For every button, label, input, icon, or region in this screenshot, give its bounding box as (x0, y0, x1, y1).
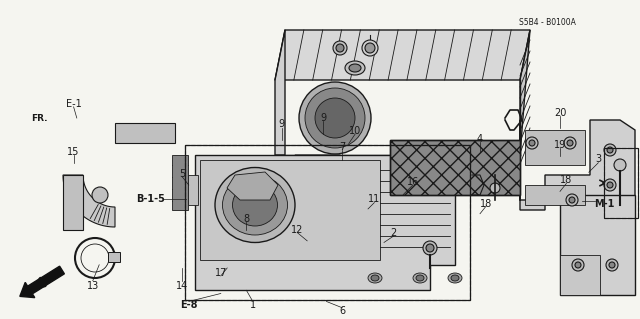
Text: 14: 14 (176, 280, 189, 291)
Text: 18: 18 (560, 175, 573, 185)
Circle shape (607, 182, 613, 188)
Ellipse shape (448, 273, 462, 283)
Bar (185, 145, 470, 300)
Text: 1: 1 (250, 300, 256, 310)
Circle shape (490, 183, 500, 193)
Polygon shape (295, 155, 355, 200)
Text: 15: 15 (67, 146, 80, 157)
Bar (390, 140, 520, 195)
Text: 6: 6 (339, 306, 346, 316)
Ellipse shape (232, 184, 278, 226)
Circle shape (423, 241, 437, 255)
Circle shape (604, 144, 616, 156)
Bar (188, 175, 198, 205)
Circle shape (526, 137, 538, 149)
Ellipse shape (345, 61, 365, 75)
Circle shape (336, 44, 344, 52)
Circle shape (333, 41, 347, 55)
Text: 10: 10 (349, 126, 362, 136)
Ellipse shape (299, 82, 371, 154)
Ellipse shape (349, 64, 361, 72)
Polygon shape (115, 123, 175, 143)
Ellipse shape (451, 275, 459, 281)
Text: 12: 12 (291, 225, 304, 235)
Ellipse shape (223, 175, 287, 235)
Text: E-1: E-1 (66, 99, 81, 109)
Text: 9: 9 (278, 119, 285, 130)
Text: 17: 17 (214, 268, 227, 278)
Text: 13: 13 (86, 280, 99, 291)
Text: 11: 11 (368, 194, 381, 204)
Text: M-1: M-1 (595, 199, 615, 209)
Circle shape (362, 40, 378, 56)
Text: B-1-5: B-1-5 (136, 194, 165, 204)
Circle shape (575, 262, 581, 268)
Polygon shape (275, 30, 285, 155)
Circle shape (604, 179, 616, 191)
Polygon shape (560, 195, 635, 295)
Circle shape (606, 259, 618, 271)
Ellipse shape (371, 275, 379, 281)
Text: 20: 20 (554, 108, 566, 118)
Polygon shape (200, 160, 380, 260)
Text: 16: 16 (406, 177, 419, 187)
Text: 9: 9 (320, 113, 326, 123)
Polygon shape (63, 175, 115, 227)
Text: 19: 19 (554, 140, 566, 150)
Polygon shape (520, 30, 530, 155)
Circle shape (567, 140, 573, 146)
Circle shape (564, 137, 576, 149)
Text: S5B4 - B0100A: S5B4 - B0100A (519, 18, 575, 27)
Bar (390, 140, 520, 195)
Circle shape (607, 147, 613, 153)
Text: 8: 8 (243, 213, 250, 224)
Polygon shape (195, 155, 455, 290)
Circle shape (529, 140, 535, 146)
Text: E-8: E-8 (180, 300, 198, 310)
Bar (108, 252, 120, 262)
Polygon shape (525, 130, 585, 165)
Circle shape (614, 159, 626, 171)
Circle shape (566, 194, 578, 206)
Text: 4: 4 (477, 134, 483, 144)
Text: 7: 7 (339, 142, 346, 152)
Polygon shape (275, 30, 530, 80)
Polygon shape (560, 255, 600, 295)
Polygon shape (227, 172, 278, 200)
Circle shape (609, 262, 615, 268)
Circle shape (365, 43, 375, 53)
Circle shape (426, 244, 434, 252)
FancyArrow shape (20, 266, 65, 298)
Text: 5: 5 (179, 169, 186, 179)
Polygon shape (63, 175, 83, 230)
Ellipse shape (315, 98, 355, 138)
Text: 18: 18 (480, 199, 493, 209)
Ellipse shape (368, 273, 382, 283)
Text: 2: 2 (390, 228, 397, 238)
Polygon shape (520, 120, 635, 230)
Bar (604, 148, 638, 218)
Ellipse shape (305, 88, 365, 148)
Polygon shape (525, 185, 585, 205)
Circle shape (92, 187, 108, 203)
Ellipse shape (413, 273, 427, 283)
Text: 3: 3 (595, 154, 602, 165)
Circle shape (569, 197, 575, 203)
Bar (172, 155, 188, 210)
Ellipse shape (215, 167, 295, 242)
Text: FR.: FR. (31, 114, 48, 122)
Circle shape (572, 259, 584, 271)
Ellipse shape (416, 275, 424, 281)
